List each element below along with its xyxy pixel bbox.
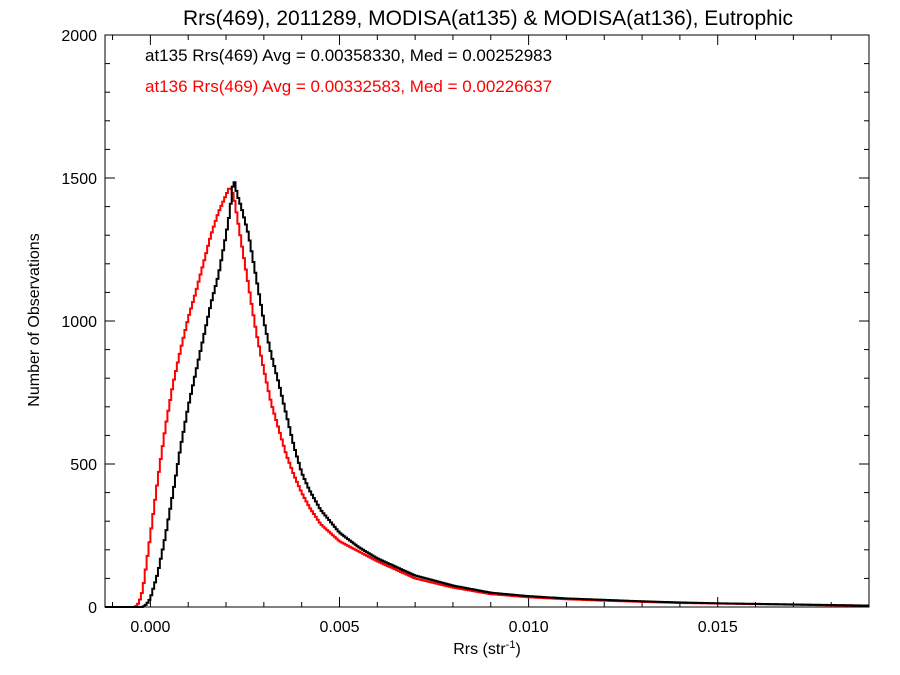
x-tick-label: 0.010 [509, 619, 549, 636]
y-tick-label: 0 [88, 600, 97, 617]
y-tick-label: 500 [70, 457, 97, 474]
x-tick-label: 0.015 [698, 619, 738, 636]
series-at136-line [105, 187, 869, 608]
series-at135-line [105, 181, 869, 608]
x-axis-label-end: ) [515, 641, 520, 658]
y-axis-ticks: 0 500 1000 1500 2000 [61, 28, 869, 617]
x-axis-label-main: Rrs (str [453, 641, 506, 658]
stats-annotation-at135: at135 Rrs(469) Avg = 0.00358330, Med = 0… [145, 46, 552, 65]
y-tick-label: 2000 [61, 28, 97, 45]
stats-annotation-at136: at136 Rrs(469) Avg = 0.00332583, Med = 0… [145, 77, 552, 96]
x-tick-label: 0.000 [130, 619, 170, 636]
chart-title: Rrs(469), 2011289, MODISA(at135) & MODIS… [183, 7, 793, 30]
x-axis-label-superscript: -1 [506, 639, 516, 651]
y-tick-label: 1000 [61, 314, 97, 331]
x-axis-ticks: 0.000 0.005 0.010 0.015 [112, 35, 870, 636]
series-layer [105, 181, 869, 608]
y-tick-label: 1500 [61, 171, 97, 188]
x-tick-label: 0.005 [319, 619, 359, 636]
x-axis-label: Rrs (str-1) [453, 639, 521, 658]
plot-area-frame [104, 34, 870, 608]
y-axis-label: Number of Observations [26, 233, 43, 406]
